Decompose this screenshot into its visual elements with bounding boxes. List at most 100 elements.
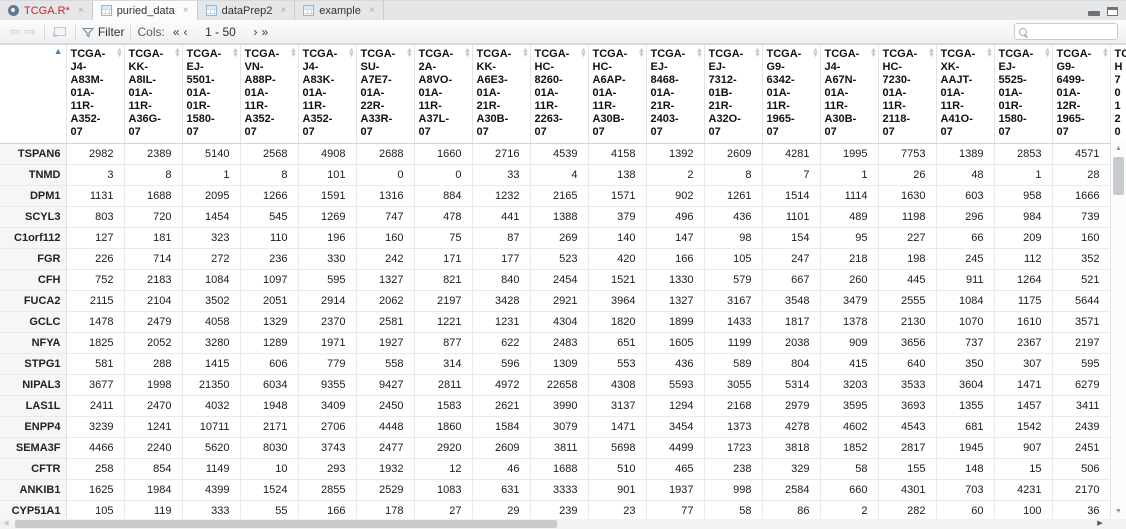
filter-label: Filter: [97, 24, 125, 39]
cell: 3428: [472, 290, 531, 312]
horizontal-scrollbar[interactable]: ◀ ▶: [0, 519, 1110, 529]
column-header[interactable]: TCGA- KK- A8IL- 01A- 11R- A36G- 07 ▴ ▾: [123, 44, 183, 144]
cell: 1471: [994, 374, 1053, 396]
tab-tcga-r[interactable]: TCGA.R* ×: [0, 1, 93, 20]
cell: 236: [240, 248, 299, 270]
cell: 984: [994, 206, 1053, 228]
search-box[interactable]: [1014, 23, 1118, 40]
column-header[interactable]: TCGA- VN- A88P- 01A- 11R- A352- 07 ▴ ▾: [239, 44, 299, 144]
cell: 2581: [356, 311, 415, 333]
forward-icon[interactable]: ⇨: [24, 24, 36, 39]
back-icon[interactable]: ⇦: [10, 24, 21, 39]
cell: 1330: [646, 269, 705, 291]
cell: 227: [878, 227, 937, 249]
cell: 60: [936, 500, 995, 519]
cell: 36: [1052, 500, 1111, 519]
cell: 2130: [878, 311, 937, 333]
cell: 510: [588, 458, 647, 480]
column-header[interactable]: TCGA- EJ- 8468- 01A- 21R- 2403- 07 ▴ ▾: [645, 44, 705, 144]
cell: 1264: [994, 269, 1053, 291]
column-header[interactable]: TCGA- HC- 8260- 01A- 11R- 2263- 07 ▴ ▾: [529, 44, 589, 144]
cell: 4308: [588, 374, 647, 396]
cell: 1327: [356, 269, 415, 291]
scroll-right-icon[interactable]: ▶: [1097, 520, 1103, 527]
column-header[interactable]: TCGA- EJ- 5525- 01A- 01R- 1580- 07 ▴ ▾: [993, 44, 1053, 144]
tab-puried-data[interactable]: puried_data ×: [92, 1, 198, 21]
prev-columns-button[interactable]: ‹: [183, 24, 188, 39]
cell: 589: [704, 353, 763, 375]
cell: 3167: [704, 290, 763, 312]
table-row: CYP51A1 105 119 333 55 166 178 27 29 239 23 77 58 86 2…: [0, 500, 1126, 519]
cell: 558: [356, 353, 415, 375]
last-columns-button[interactable]: »: [261, 24, 269, 39]
cell: 12: [414, 458, 473, 480]
cell: 3280: [182, 332, 241, 354]
column-header[interactable]: TCGA- J4- A67N- 01A- 11R- A30B- 07 ▴ ▾: [819, 44, 879, 144]
search-input[interactable]: [1031, 24, 1113, 39]
cell: 958: [994, 185, 1053, 207]
table-row: DPM1 1131 1688 2095 1266 1591 1316 884 1232 2165 1…: [0, 185, 1126, 207]
cell: 1294: [646, 395, 705, 417]
minimize-icon[interactable]: [1088, 11, 1100, 16]
sortable-icon: ▴ ▾: [639, 45, 644, 59]
vertical-scrollbar[interactable]: ▲ ▼: [1110, 142, 1126, 518]
sortable-icon: ▴ ▾: [407, 45, 412, 59]
cell: 2104: [124, 290, 183, 312]
column-header[interactable]: TCGA- HC- A6AP- 01A- 11R- A30B- 07 ▴ ▾: [587, 44, 647, 144]
cell: 3411: [1052, 395, 1111, 417]
cell: 10: [240, 458, 299, 480]
cell: 58: [820, 458, 879, 480]
column-header[interactable]: TCGA- 2A- A8VO- 01A- 11R- A37L- 07 ▴ ▾: [413, 44, 473, 144]
cell: 1355: [936, 395, 995, 417]
cell: 296: [936, 206, 995, 228]
scroll-up-icon[interactable]: ▲: [1115, 145, 1122, 152]
column-header[interactable]: TCGA- SU- A7E7- 01A- 22R- A33R- 07 ▴ ▾: [355, 44, 415, 144]
scroll-left-icon[interactable]: ◀: [3, 520, 9, 527]
column-header[interactable]: TCGA- EJ- 7312- 01B- 21R- A32O- 07 ▴ ▾: [703, 44, 763, 144]
column-header[interactable]: TCGA- J4- A83M- 01A- 11R- A352- 07 ▴ ▾: [65, 44, 125, 144]
close-icon[interactable]: ×: [280, 5, 287, 16]
cell: 3656: [878, 332, 937, 354]
row-name: SEMA3F: [0, 437, 67, 459]
cell: 489: [820, 206, 879, 228]
cell: 5698: [588, 437, 647, 459]
column-header[interactable]: TCGA- EJ- 5501- 01A- 01R- 1580- 07 ▴ ▾: [181, 44, 241, 144]
tab-example[interactable]: example ×: [295, 1, 384, 20]
close-icon[interactable]: ×: [182, 5, 189, 16]
cell: 4602: [820, 416, 879, 438]
close-icon[interactable]: ×: [368, 5, 375, 16]
cell: 6279: [1052, 374, 1111, 396]
cell: 1261: [704, 185, 763, 207]
column-header[interactable]: TCGA- J4- A83K- 01A- 11R- A352- 07 ▴ ▾: [297, 44, 357, 144]
cell: 478: [414, 206, 473, 228]
cell: 1114: [820, 185, 879, 207]
row-names-column-header[interactable]: ▲: [0, 44, 67, 144]
column-header-partial[interactable]: TCH70120: [1109, 44, 1126, 144]
close-icon[interactable]: ×: [77, 5, 84, 16]
column-header[interactable]: TCGA- HC- 7230- 01A- 11R- 2118- 07 ▴ ▾: [877, 44, 937, 144]
horizontal-scrollbar-thumb[interactable]: [15, 520, 557, 528]
cell: 3964: [588, 290, 647, 312]
cell: 5593: [646, 374, 705, 396]
first-columns-button[interactable]: «: [172, 24, 180, 39]
tab-dataprep2[interactable]: dataPrep2 ×: [197, 1, 296, 20]
column-header[interactable]: TCGA- KK- A6E3- 01A- 21R- A30B- 07 ▴ ▾: [471, 44, 531, 144]
cell: 4278: [762, 416, 821, 438]
column-header[interactable]: TCGA- G9- 6342- 01A- 11R- 1965- 07 ▴ ▾: [761, 44, 821, 144]
row-name: NFYA: [0, 332, 67, 354]
column-header[interactable]: TCGA- G9- 6499- 01A- 12R- 1965- 07 ▴ ▾: [1051, 44, 1111, 144]
cell: 239: [530, 500, 589, 519]
filter-button[interactable]: Filter: [81, 24, 125, 39]
scroll-down-icon[interactable]: ▼: [1115, 508, 1122, 515]
column-header[interactable]: TCGA- XK- AAJT- 01A- 11R- A41O- 07 ▴ ▾: [935, 44, 995, 144]
sortable-icon: ▴ ▾: [523, 45, 528, 59]
vertical-scrollbar-thumb[interactable]: [1113, 157, 1124, 195]
popout-window-icon[interactable]: [52, 27, 66, 37]
cell: 1097: [240, 269, 299, 291]
cell: 323: [182, 227, 241, 249]
cell: 1388: [530, 206, 589, 228]
maximize-icon[interactable]: [1107, 7, 1118, 16]
tab-label: dataPrep2: [221, 4, 273, 17]
next-columns-button[interactable]: ›: [253, 24, 258, 39]
